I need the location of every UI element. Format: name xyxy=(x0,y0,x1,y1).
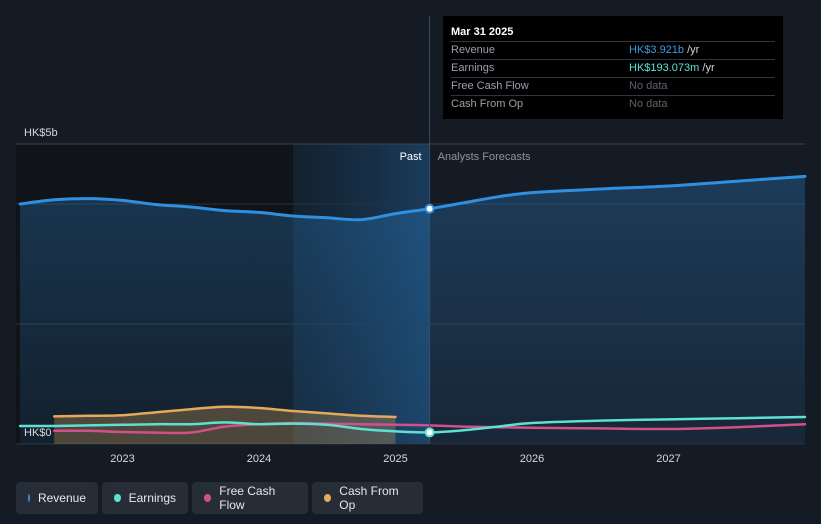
legend-label: Earnings xyxy=(128,491,176,505)
revenue-value: HK$3.921b xyxy=(629,44,685,56)
x-tick-label: 2027 xyxy=(656,453,680,465)
tooltip-date: Mar 31 2025 xyxy=(451,26,514,38)
legend-item-free-cash-flow[interactable]: Free Cash Flow xyxy=(192,482,308,514)
tooltip-no-data: No data xyxy=(629,98,668,110)
earnings-value: HK$193.073m xyxy=(629,62,700,74)
tooltip-row-earnings: Earnings HK$193.073m /yr xyxy=(451,59,775,77)
legend-item-cash-from-op[interactable]: Cash From Op xyxy=(312,482,423,514)
tooltip-label: Cash From Op xyxy=(451,98,524,110)
tooltip-no-data: No data xyxy=(629,80,668,92)
y-axis-zero-label: HK$0 xyxy=(24,427,52,439)
cash-from-op-line xyxy=(52,405,397,419)
revenue-line xyxy=(18,174,807,222)
highlight-points xyxy=(424,203,435,438)
series-lines xyxy=(18,174,807,435)
legend-label: Revenue xyxy=(37,491,86,505)
earnings-line xyxy=(18,415,807,434)
legend-item-earnings[interactable]: Earnings xyxy=(102,482,188,514)
tooltip-value: HK$3.921b /yr xyxy=(629,42,699,59)
cash-from-op-dot-icon xyxy=(324,494,332,502)
y-axis-top-label: HK$5b xyxy=(24,127,58,139)
tooltip-row-cash-from-op: Cash From Op No data xyxy=(451,95,775,113)
highlight-point xyxy=(424,427,435,438)
past-label: Past xyxy=(400,151,422,163)
x-tick-label: 2023 xyxy=(110,453,134,465)
x-tick-label: 2026 xyxy=(520,453,544,465)
legend: Revenue Earnings Free Cash Flow Cash Fro… xyxy=(16,482,423,514)
x-axis-ticks: 2023 2024 2025 2026 2027 xyxy=(110,453,681,465)
revenue-dot-icon xyxy=(28,494,30,502)
forecast-label: Analysts Forecasts xyxy=(438,151,531,163)
legend-label: Free Cash Flow xyxy=(219,484,276,512)
tooltip-value: HK$193.073m /yr xyxy=(629,60,715,77)
tooltip-label: Earnings xyxy=(451,62,495,74)
tooltip-label: Revenue xyxy=(451,44,496,56)
unit: /yr xyxy=(702,62,715,74)
free-cash-flow-dot-icon xyxy=(204,494,212,502)
tooltip-row-free-cash-flow: Free Cash Flow No data xyxy=(451,77,775,95)
tooltip: Mar 31 2025 Revenue HK$3.921b /yr Earnin… xyxy=(443,16,783,119)
free-cash-flow-line xyxy=(52,421,807,435)
legend-item-revenue[interactable]: Revenue xyxy=(16,482,98,514)
tooltip-row-revenue: Revenue HK$3.921b /yr xyxy=(451,41,775,59)
legend-label: Cash From Op xyxy=(339,484,399,512)
unit: /yr xyxy=(687,44,700,56)
highlight-point xyxy=(424,203,435,214)
revenue-area xyxy=(20,176,806,444)
tooltip-label: Free Cash Flow xyxy=(451,80,529,92)
x-tick-label: 2024 xyxy=(247,453,271,465)
earnings-dot-icon xyxy=(114,494,121,502)
x-tick-label: 2025 xyxy=(383,453,407,465)
